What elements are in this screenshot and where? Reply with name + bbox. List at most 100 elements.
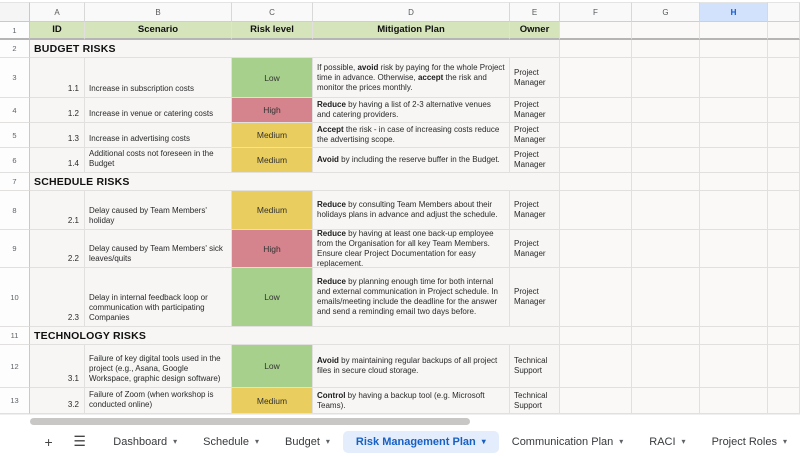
tab-schedule[interactable]: Schedule ▾: [190, 431, 272, 453]
cell-mitigation[interactable]: Control by having a backup tool (e.g. Mi…: [313, 388, 510, 414]
row-header-12[interactable]: 12: [0, 345, 30, 388]
row-header-8[interactable]: 8: [0, 191, 30, 230]
empty-cell[interactable]: [768, 98, 800, 123]
empty-cell[interactable]: [700, 40, 768, 58]
empty-cell[interactable]: [632, 230, 700, 268]
empty-cell[interactable]: [700, 173, 768, 191]
tab-project-roles[interactable]: Project Roles ▾: [699, 431, 800, 453]
empty-cell[interactable]: [560, 123, 632, 148]
empty-cell[interactable]: [768, 40, 800, 58]
cell-owner[interactable]: Project Manager: [510, 191, 560, 230]
tab-risk-management-plan-active[interactable]: Risk Management Plan ▾: [342, 430, 499, 453]
empty-cell[interactable]: [632, 327, 700, 345]
cell-id[interactable]: 2.3: [30, 268, 85, 327]
section-title-cell[interactable]: SCHEDULE RISKS: [30, 173, 560, 191]
empty-cell[interactable]: [768, 191, 800, 230]
cell-header-scenario[interactable]: Scenario: [85, 22, 232, 40]
empty-cell[interactable]: [632, 173, 700, 191]
empty-cell[interactable]: [560, 388, 632, 414]
cell-risk-level[interactable]: Low: [232, 58, 313, 98]
row-header-5[interactable]: 5: [0, 123, 30, 148]
cell-scenario[interactable]: Increase in advertising costs: [85, 123, 232, 148]
empty-cell[interactable]: [560, 40, 632, 58]
row-header-7[interactable]: 7: [0, 173, 30, 191]
cell-owner[interactable]: Project Manager: [510, 123, 560, 148]
empty-cell[interactable]: [700, 191, 768, 230]
all-sheets-menu-button[interactable]: ☰: [73, 433, 86, 449]
empty-cell[interactable]: [768, 58, 800, 98]
empty-cell[interactable]: [560, 98, 632, 123]
empty-cell[interactable]: [768, 230, 800, 268]
empty-cell[interactable]: [700, 230, 768, 268]
empty-cell[interactable]: [632, 123, 700, 148]
column-header-partial[interactable]: [768, 2, 800, 22]
cell-owner[interactable]: Project Manager: [510, 268, 560, 327]
row-header-2[interactable]: 2: [0, 40, 30, 58]
cell-mitigation[interactable]: Reduce by having at least one back-up em…: [313, 230, 510, 268]
cell-owner[interactable]: Project Manager: [510, 58, 560, 98]
empty-cell[interactable]: [632, 388, 700, 414]
empty-cell[interactable]: [768, 148, 800, 173]
add-sheet-button[interactable]: +: [44, 433, 53, 450]
tab-communication-plan[interactable]: Communication Plan ▾: [499, 431, 637, 453]
empty-cell[interactable]: [560, 327, 632, 345]
empty-cell[interactable]: [632, 345, 700, 388]
column-header-f[interactable]: F: [560, 2, 632, 22]
column-header-g[interactable]: G: [632, 2, 700, 22]
row-header-3[interactable]: 3: [0, 58, 30, 98]
column-header-a[interactable]: A: [30, 2, 85, 22]
row-header-1[interactable]: 1: [0, 22, 30, 40]
select-all-corner[interactable]: [0, 2, 30, 22]
empty-cell[interactable]: [700, 123, 768, 148]
empty-cell[interactable]: [700, 98, 768, 123]
row-header-11[interactable]: 11: [0, 327, 30, 345]
cell-mitigation[interactable]: Reduce by having a list of 2-3 alternati…: [313, 98, 510, 123]
empty-cell[interactable]: [632, 148, 700, 173]
cell-id[interactable]: 2.2: [30, 230, 85, 268]
cell-id[interactable]: 1.1: [30, 58, 85, 98]
cell-mitigation[interactable]: Accept the risk - in case of increasing …: [313, 123, 510, 148]
empty-cell[interactable]: [700, 148, 768, 173]
cell-risk-level[interactable]: Medium: [232, 191, 313, 230]
row-header-13[interactable]: 13: [0, 388, 30, 414]
empty-cell[interactable]: [632, 98, 700, 123]
cell-scenario[interactable]: Increase in subscription costs: [85, 58, 232, 98]
cell-risk-level[interactable]: Medium: [232, 148, 313, 173]
cell-header-owner[interactable]: Owner: [510, 22, 560, 40]
empty-cell[interactable]: [632, 268, 700, 327]
cell-owner[interactable]: Technical Support: [510, 388, 560, 414]
tab-budget[interactable]: Budget ▾: [272, 431, 343, 453]
cell-risk-level[interactable]: Medium: [232, 123, 313, 148]
cell-mitigation[interactable]: Avoid by including the reserve buffer in…: [313, 148, 510, 173]
cell-id[interactable]: 3.2: [30, 388, 85, 414]
cell-scenario[interactable]: Delay in internal feedback loop or commu…: [85, 268, 232, 327]
horizontal-scrollbar-track[interactable]: [0, 414, 800, 427]
empty-cell[interactable]: [560, 148, 632, 173]
empty-cell[interactable]: [632, 40, 700, 58]
empty-cell[interactable]: [768, 123, 800, 148]
column-header-d[interactable]: D: [313, 2, 510, 22]
horizontal-scrollbar-thumb[interactable]: [30, 418, 470, 425]
cell-mitigation[interactable]: If possible, avoid risk by paying for th…: [313, 58, 510, 98]
cell-owner[interactable]: Technical Support: [510, 345, 560, 388]
empty-cell[interactable]: [700, 327, 768, 345]
empty-cell[interactable]: [560, 268, 632, 327]
cell-header-risk-level[interactable]: Risk level: [232, 22, 313, 40]
section-title-cell[interactable]: TECHNOLOGY RISKS: [30, 327, 560, 345]
cell-id[interactable]: 1.4: [30, 148, 85, 173]
empty-cell[interactable]: [632, 58, 700, 98]
cell-id[interactable]: 2.1: [30, 191, 85, 230]
empty-cell[interactable]: [560, 230, 632, 268]
cell-mitigation[interactable]: Reduce by consulting Team Members about …: [313, 191, 510, 230]
cell-risk-level[interactable]: High: [232, 230, 313, 268]
empty-cell[interactable]: [768, 345, 800, 388]
cell-id[interactable]: 3.1: [30, 345, 85, 388]
empty-cell[interactable]: [700, 345, 768, 388]
row-header-9[interactable]: 9: [0, 230, 30, 268]
row-header-4[interactable]: 4: [0, 98, 30, 123]
cell-scenario[interactable]: Failure of Zoom (when workshop is conduc…: [85, 388, 232, 414]
cell-risk-level[interactable]: Low: [232, 268, 313, 327]
cell-risk-level[interactable]: Medium: [232, 388, 313, 414]
empty-cell[interactable]: [700, 268, 768, 327]
cell-scenario[interactable]: Delay caused by Team Members' sick leave…: [85, 230, 232, 268]
